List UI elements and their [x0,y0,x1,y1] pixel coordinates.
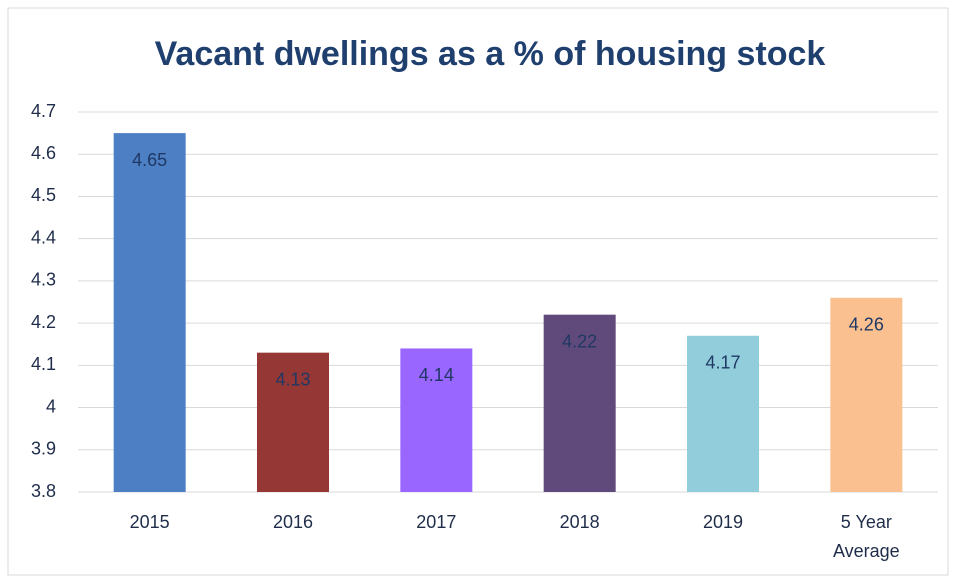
y-tick-label: 3.9 [31,439,56,459]
x-tick-label: 5 Year Average [833,512,900,561]
data-label: 4.13 [275,369,310,389]
y-tick-label: 4.1 [31,354,56,374]
bar [687,335,759,492]
y-tick-label: 4 [46,396,56,416]
x-tick-label-line: Average [833,541,900,561]
x-tick-label: 2019 [703,512,743,532]
y-tick-label: 3.8 [31,481,56,501]
data-label: 4.26 [849,315,884,335]
x-tick-label: 2016 [273,512,313,532]
bar [543,314,616,492]
data-label: 4.14 [419,365,454,385]
x-tick-label: 2015 [130,512,170,532]
y-tick-label: 4.2 [31,312,56,332]
bar [830,297,903,492]
chart-title: Vacant dwellings as a % of housing stock [155,35,826,73]
data-label: 4.65 [132,150,167,170]
data-label: 4.22 [562,331,597,351]
y-tick-label: 4.5 [31,185,56,205]
y-tick-label: 4.4 [31,227,56,247]
y-tick-label: 4.6 [31,143,56,163]
y-tick-label: 4.7 [31,101,56,121]
x-tick-label-line: 5 Year [841,512,892,532]
y-tick-label: 4.3 [31,270,56,290]
data-label: 4.17 [705,353,740,373]
bar [113,133,186,492]
bar [400,348,473,492]
bar [257,352,329,492]
x-tick-label: 2017 [416,512,456,532]
x-tick-label: 2018 [560,512,600,532]
